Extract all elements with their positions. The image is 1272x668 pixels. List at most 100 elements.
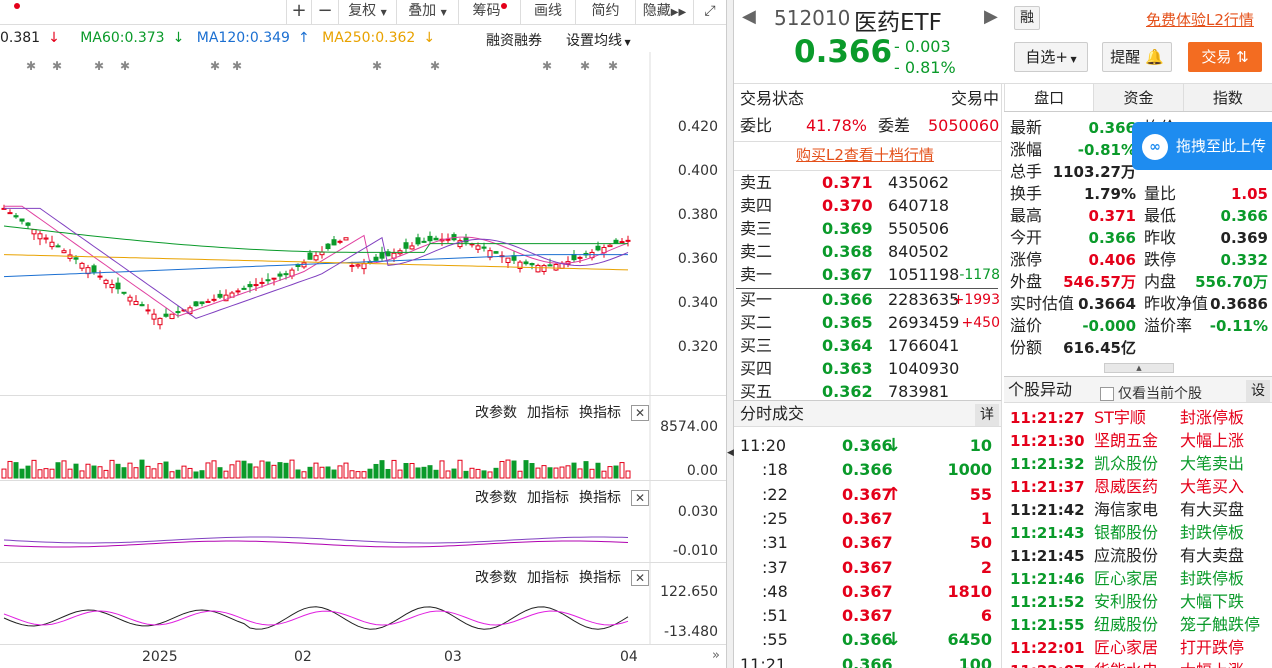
alert-time: 11:21:27 <box>1010 409 1085 427</box>
alert-stock[interactable]: 华能水电 <box>1094 660 1158 668</box>
tick-time: :48 <box>762 581 788 601</box>
double-chevron-right-icon[interactable]: » <box>712 648 720 663</box>
alert-stock[interactable]: 匠心家居 <box>1094 569 1159 588</box>
volume-bar <box>505 459 511 479</box>
set-ma-button[interactable]: 设置均线 ▼ <box>566 33 631 49</box>
volume-bar <box>541 465 547 479</box>
tab-zijin[interactable]: 资金 <box>1093 84 1183 111</box>
alert-stock[interactable]: 匠心家居 <box>1094 638 1159 657</box>
swap-indicator-button[interactable]: 换指标 <box>579 490 621 506</box>
alerts-settings-button[interactable]: 设 <box>1246 380 1270 402</box>
candle <box>529 263 535 266</box>
add-watchlist-button[interactable]: 自选+ ▼ <box>1014 42 1088 72</box>
alert-row[interactable]: 11:21:27 ST宇顺 封涨停板 <box>1004 407 1272 430</box>
alert-row[interactable]: 11:22:07 华能水电 大幅上涨 <box>1004 660 1272 668</box>
sell-level-row[interactable]: 卖五 0.371 435062 <box>734 172 1002 195</box>
buy-level-row[interactable]: 买二 0.365 2693459 +450 <box>734 312 1002 335</box>
alert-time: 11:21:32 <box>1010 455 1085 473</box>
alert-row[interactable]: 11:21:52 安利股份 大幅下跌 <box>1004 591 1272 614</box>
alert-row[interactable]: 11:21:37 恩威医药 大笔买入 <box>1004 476 1272 499</box>
volume-bar <box>193 471 199 479</box>
fullscreen-icon[interactable]: ⤢ <box>693 0 726 24</box>
sell-level-row[interactable]: 卖一 0.367 1051198 -1178 <box>734 264 1002 287</box>
trade-button[interactable]: 交易 ⇅ <box>1188 42 1262 72</box>
alert-stock[interactable]: 银都股份 <box>1094 523 1159 542</box>
alert-row[interactable]: 11:21:42 海信家电 有大买盘 <box>1004 499 1272 522</box>
alert-row[interactable]: 11:21:55 纽威股份 笼子触跌停 <box>1004 614 1272 637</box>
prev-stock-button[interactable]: ◀ <box>742 6 756 27</box>
ticks-detail-button[interactable]: 详 <box>975 404 999 426</box>
stat-value: 0.366 <box>1220 207 1268 225</box>
collapse-handle[interactable]: ▲ <box>1104 363 1174 373</box>
alert-row[interactable]: 11:21:32 凯众股份 大笔卖出 <box>1004 453 1272 476</box>
tab-pankou[interactable]: 盘口 <box>1004 84 1094 111</box>
change-params-button[interactable]: 改参数 <box>475 405 517 421</box>
candle <box>547 264 553 267</box>
fuquan-button[interactable]: 复权 ▼ <box>338 0 396 24</box>
tick-volume: 1000 <box>947 460 992 480</box>
alert-event: 大笔卖出 <box>1180 454 1245 473</box>
buy-l2-link[interactable]: 购买L2查看十档行情 <box>796 146 934 164</box>
alert-stock[interactable]: 安利股份 <box>1094 592 1159 611</box>
alert-stock[interactable]: 凯众股份 <box>1094 454 1159 473</box>
volume-bar <box>13 462 19 479</box>
alert-row[interactable]: 11:21:43 银都股份 封跌停板 <box>1004 522 1272 545</box>
alert-stock[interactable]: 坚朗五金 <box>1094 431 1159 450</box>
alert-row[interactable]: 11:21:30 坚朗五金 大幅上涨 <box>1004 430 1272 453</box>
jianyue-button[interactable]: 简约 <box>575 0 635 24</box>
swap-indicator-button[interactable]: 换指标 <box>579 405 621 421</box>
chouma-button[interactable]: 筹码 <box>458 0 520 24</box>
diejia-button[interactable]: 叠加 ▼ <box>396 0 458 24</box>
volume-bar <box>217 467 223 479</box>
volume-tick: 0.00 <box>686 463 718 479</box>
level-price: 0.363 <box>822 359 873 378</box>
candle <box>187 307 193 315</box>
candle <box>283 273 289 276</box>
alerts-panel: 个股异动 仅看当前个股 设 11:21:27 ST宇顺 封涨停板 11:21:3… <box>1004 376 1272 668</box>
close-icon[interactable]: ✕ <box>631 490 649 506</box>
buy-level-row[interactable]: 买五 0.362 783981 <box>734 381 1002 404</box>
buy-level-row[interactable]: 买四 0.363 1040930 <box>734 358 1002 381</box>
next-stock-button[interactable]: ▶ <box>984 6 998 27</box>
tab-zhishu[interactable]: 指数 <box>1182 84 1272 111</box>
panel-splitter[interactable]: ◀ <box>726 0 734 668</box>
alert-time: 11:21:30 <box>1010 432 1085 450</box>
close-icon[interactable]: ✕ <box>631 570 649 586</box>
alert-stock[interactable]: 应流股份 <box>1094 546 1159 565</box>
alert-button[interactable]: 提醒 🔔 <box>1102 42 1172 72</box>
close-icon[interactable]: ✕ <box>631 405 649 421</box>
alert-row[interactable]: 11:21:45 应流股份 有大卖盘 <box>1004 545 1272 568</box>
buy-level-row[interactable]: 买三 0.364 1766041 <box>734 335 1002 358</box>
huaxian-button[interactable]: 画线 <box>520 0 575 24</box>
zoom-in-button[interactable]: + <box>286 0 311 24</box>
alert-stock[interactable]: 恩威医药 <box>1094 477 1159 496</box>
kline-chart-area[interactable]: + − 复权 ▼ 叠加 ▼ 筹码 画线 简约 隐藏▶▶ ⤢ 0.381 ↓ MA6… <box>0 0 726 668</box>
stat-label: 溢价率 <box>1144 316 1193 335</box>
stat-label: 总手 <box>1010 162 1043 181</box>
add-indicator-button[interactable]: 加指标 <box>527 490 569 506</box>
alert-row[interactable]: 11:22:01 匠心家居 打开跌停 <box>1004 637 1272 660</box>
level-label: 买二 <box>740 313 773 332</box>
alert-stock[interactable]: 纽威股份 <box>1094 615 1159 634</box>
swap-indicator-button[interactable]: 换指标 <box>579 570 621 586</box>
rzrq-button[interactable]: 融资融券 <box>486 33 542 49</box>
add-indicator-button[interactable]: 加指标 <box>527 570 569 586</box>
l2-trial-link[interactable]: 免费体验L2行情 <box>1146 11 1254 29</box>
buy-level-row[interactable]: 买一 0.366 2283635 +1993 <box>734 289 1002 312</box>
candle <box>115 282 121 290</box>
yincang-button[interactable]: 隐藏▶▶ <box>635 0 693 24</box>
sell-level-row[interactable]: 卖四 0.370 640718 <box>734 195 1002 218</box>
only-current-stock-checkbox[interactable]: 仅看当前个股 <box>1100 383 1202 403</box>
upload-drop-hint[interactable]: ∞ 拖拽至此上传 <box>1132 122 1272 170</box>
change-params-button[interactable]: 改参数 <box>475 570 517 586</box>
zoom-out-button[interactable]: − <box>311 0 338 24</box>
candle <box>151 313 157 320</box>
sell-level-row[interactable]: 卖三 0.369 550506 <box>734 218 1002 241</box>
sell-level-row[interactable]: 卖二 0.368 840502 <box>734 241 1002 264</box>
alert-row[interactable]: 11:21:46 匠心家居 封跌停板 <box>1004 568 1272 591</box>
stat-value: -0.000 <box>1082 317 1136 335</box>
add-indicator-button[interactable]: 加指标 <box>527 405 569 421</box>
alert-stock[interactable]: 海信家电 <box>1094 500 1159 519</box>
alert-stock[interactable]: ST宇顺 <box>1094 408 1146 427</box>
change-params-button[interactable]: 改参数 <box>475 490 517 506</box>
